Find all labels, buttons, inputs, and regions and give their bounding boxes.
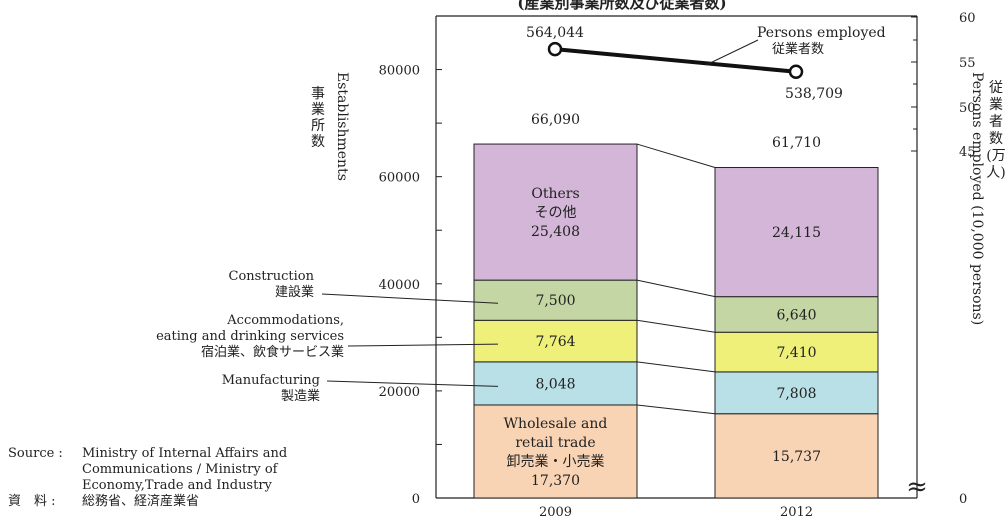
callout-leader <box>321 293 499 304</box>
bar-connectors <box>636 143 716 415</box>
employment-line-path <box>554 47 797 74</box>
line-legend-label-ja: 従業者数 <box>772 41 824 57</box>
callout-label: 宿泊業、飲食サービス業 <box>201 344 344 360</box>
employment-point <box>788 64 804 80</box>
bar-value-label: 7,764 <box>535 334 575 350</box>
stacked-bars <box>473 143 879 499</box>
callout-label: eating and drinking services <box>156 329 344 344</box>
callout-leader <box>326 380 499 387</box>
bar-value-label: Others <box>531 186 579 202</box>
bar-segment <box>714 371 879 415</box>
bar-value-label: 7,500 <box>535 293 575 309</box>
callout-label: 製造業 <box>281 388 320 404</box>
x-tick-label: 2012 <box>780 505 813 520</box>
bar-segment <box>473 279 638 321</box>
line-legend-leader <box>705 39 759 66</box>
bar-value-label: その他 <box>535 205 577 221</box>
bar-value-label: 15,737 <box>772 449 821 465</box>
bar-value-label: 7,808 <box>776 386 816 402</box>
right-axis-title-ja-char: 数 <box>989 131 1003 147</box>
source-en-line-3: Economy,Trade and Industry <box>82 478 272 493</box>
right-axis-title-ja-char: 業 <box>989 97 1003 113</box>
left-axis-title-ja-char: 事 <box>311 86 325 102</box>
axis-break-symbol: ≈ <box>906 472 928 502</box>
bar-value-label: 8,048 <box>535 376 575 392</box>
right-tick-label: 0 <box>959 492 967 507</box>
callout-label: 建設業 <box>275 284 314 300</box>
bar-total-label: 66,090 <box>531 112 580 128</box>
callout-label: Accommodations, <box>226 313 344 328</box>
bar-value-label: 24,115 <box>772 225 821 241</box>
left-tick-label: 0 <box>412 492 420 507</box>
bar-segment <box>473 143 638 281</box>
bar-segment <box>473 404 638 499</box>
source-en-label: Source : <box>8 446 63 461</box>
right-axis-title-en: Persons employed (10,000 persons) <box>969 72 985 325</box>
segment-connector <box>636 361 716 373</box>
bar-segment <box>714 331 879 373</box>
left-axis-title-en: Establishments <box>334 72 350 181</box>
bar-segment <box>714 167 879 298</box>
left-tick-label: 60000 <box>379 171 420 186</box>
employment-value-label: 538,709 <box>785 86 843 102</box>
callout-label: Manufacturing <box>222 373 320 388</box>
right-tick-label: 55 <box>959 56 976 71</box>
bar-value-label: 6,640 <box>776 307 816 323</box>
bar-labels: Wholesale and retail trade 卸売業・小売業 17,370 15… <box>156 112 821 489</box>
source-ja-label: 資 料 : <box>8 494 56 509</box>
line-legend-label-en: Persons employed <box>757 25 886 41</box>
employment-point <box>547 41 563 57</box>
left-axis-title-ja-char: 所 <box>311 118 325 134</box>
left-tick-label: 20000 <box>379 385 420 400</box>
right-axis-title-ja-char: (万 <box>986 148 1005 164</box>
bar-value-label: Wholesale and <box>504 416 608 432</box>
segment-connector <box>636 404 716 415</box>
segment-connector <box>636 319 716 333</box>
bar-value-label: 卸売業・小売業 <box>507 454 605 470</box>
segment-connector <box>636 143 716 168</box>
right-tick-label: 50 <box>959 101 976 116</box>
right-axis-title-ja-char: 従 <box>989 80 1003 96</box>
bar-segment <box>714 296 879 333</box>
bar-value-label: 7,410 <box>776 345 816 361</box>
source-ja-text: 総務省、経済産業省 <box>82 494 200 509</box>
bar-segment <box>714 413 879 499</box>
x-tick-label: 2009 <box>539 505 572 520</box>
bar-total-label: 61,710 <box>772 135 821 151</box>
source-en-line-2: Communications / Ministry of <box>82 462 278 477</box>
callout-label: Construction <box>229 269 315 284</box>
bar-value-label: retail trade <box>515 435 595 451</box>
callout-leader <box>347 343 499 347</box>
employment-value-label: 564,044 <box>526 25 584 41</box>
chart-title: (産業別事業所数及び従業者数) <box>517 0 726 12</box>
source-en-line-1: Ministry of Internal Affairs and <box>82 446 288 461</box>
right-axis-title-ja-char: 者 <box>989 114 1003 130</box>
right-tick-label: 60 <box>959 11 976 26</box>
segment-connector <box>636 279 716 298</box>
bar-value-label: 25,408 <box>531 224 580 240</box>
right-tick-label: 45 <box>959 145 976 160</box>
left-axis-title-ja-char: 数 <box>311 134 325 150</box>
left-tick-label: 40000 <box>379 278 420 293</box>
axis-ticks: 0 20000 40000 60000 80000 0 45 50 55 60 ≈2009 2012 <box>379 11 976 520</box>
right-axis-title-ja-char: 人) <box>986 165 1005 181</box>
bar-value-label: 17,370 <box>531 473 580 489</box>
left-tick-label: 80000 <box>379 64 420 79</box>
left-axis-title-ja-char: 業 <box>311 102 325 118</box>
